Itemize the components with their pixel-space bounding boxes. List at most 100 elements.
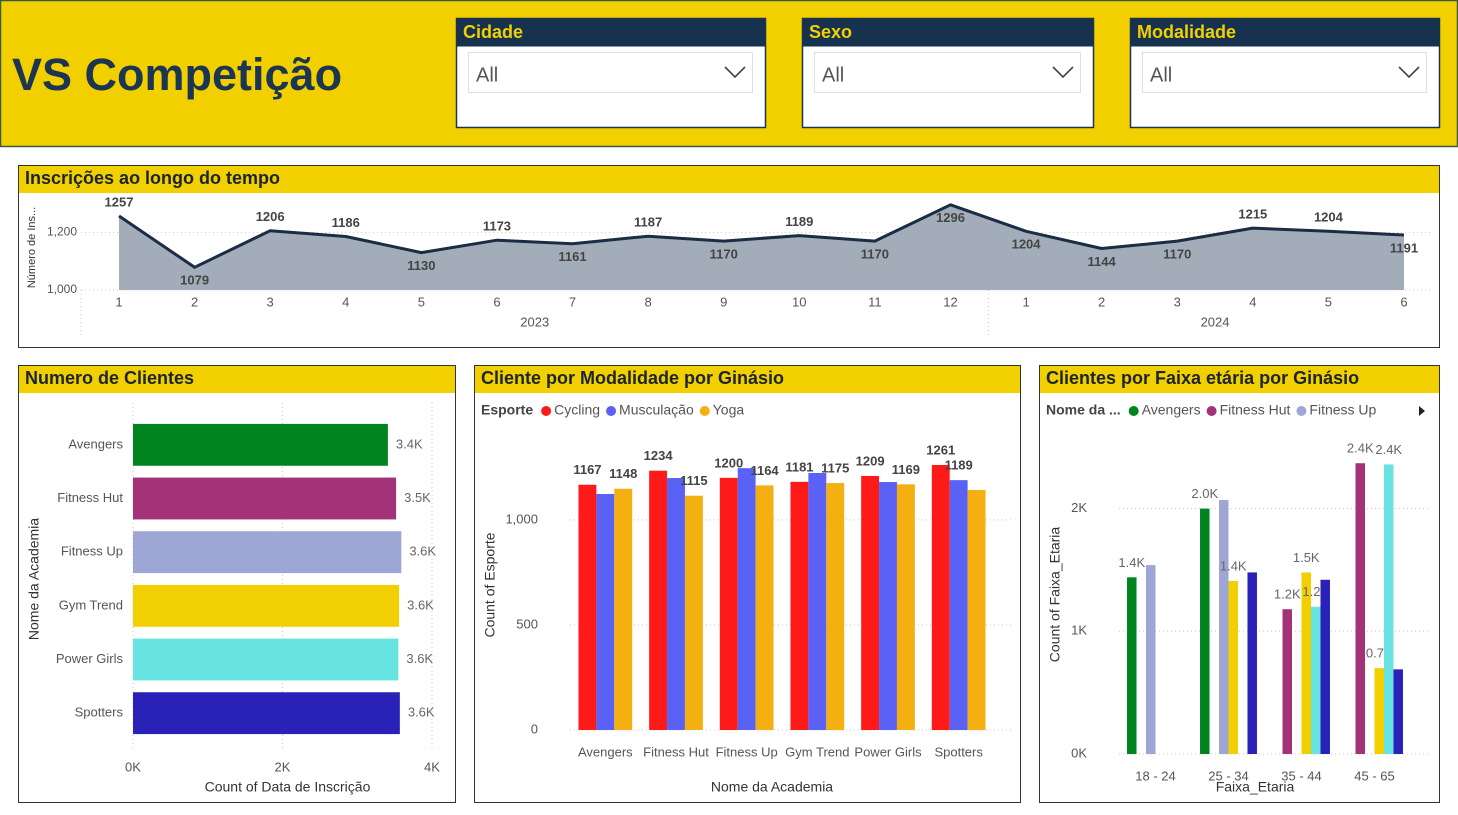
- x-tick-label: Gym Trend: [785, 744, 849, 759]
- bar[interactable]: [1200, 508, 1210, 754]
- panel-frame: [1039, 365, 1440, 803]
- x-tick-label: 12: [943, 294, 957, 309]
- legend-swatch: [1296, 406, 1307, 416]
- bar[interactable]: [719, 477, 738, 730]
- bar[interactable]: [596, 494, 615, 730]
- data-label: 1175: [821, 461, 849, 476]
- x-tick-label: Avengers: [578, 744, 633, 759]
- x-tick-label: 4K: [424, 759, 440, 774]
- chart-panel: Inscrições ao longo do tempo 1,000 1,200 Nú…: [18, 165, 1440, 348]
- bar[interactable]: [1355, 463, 1366, 754]
- bar[interactable]: [133, 584, 400, 627]
- bar[interactable]: [133, 531, 402, 574]
- bar[interactable]: [1127, 577, 1137, 754]
- bar[interactable]: [949, 480, 968, 730]
- bar[interactable]: [133, 477, 397, 520]
- legend-item[interactable]: Fitness Up: [1296, 402, 1377, 418]
- bar[interactable]: [1146, 565, 1156, 754]
- legend-label: Cycling: [554, 402, 600, 418]
- bar[interactable]: [614, 488, 633, 730]
- legend-item[interactable]: Yoga: [699, 402, 745, 418]
- dropdown-value: All: [1150, 64, 1172, 86]
- bar[interactable]: [1282, 609, 1293, 754]
- data-label: 1.5K: [1293, 550, 1320, 565]
- data-label: 1148: [609, 466, 637, 481]
- bar[interactable]: [790, 481, 809, 730]
- y-tick-label: 0K: [1071, 745, 1087, 760]
- bar[interactable]: [133, 692, 400, 735]
- bar[interactable]: [1374, 668, 1384, 754]
- bar[interactable]: [1320, 579, 1330, 754]
- chart-title: Clientes por Faixa etária por Ginásio: [1046, 368, 1359, 388]
- data-label: 1.4K: [1118, 555, 1145, 570]
- dropdown-chevron: [1398, 66, 1420, 79]
- bar[interactable]: [133, 638, 399, 681]
- bar[interactable]: [1310, 606, 1321, 754]
- data-label: 1200: [714, 455, 743, 470]
- filter-slicer[interactable]: Cidade All: [455, 17, 767, 129]
- x-tick-label: 0K: [125, 759, 141, 774]
- data-label: 1257: [105, 194, 134, 209]
- dropdown-box: [468, 52, 753, 93]
- x-tick-label: 11: [868, 294, 882, 309]
- bar[interactable]: [931, 465, 950, 730]
- bar[interactable]: [684, 495, 703, 730]
- legend-item[interactable]: Cycling: [541, 402, 600, 418]
- data-label: 1169: [892, 462, 920, 477]
- panel-title-bar: [475, 366, 1020, 393]
- data-label: 1161: [558, 249, 586, 264]
- legend-label: Fitness Up: [1309, 402, 1376, 418]
- data-label: 1215: [1238, 207, 1267, 222]
- filter-slicer[interactable]: Sexo All: [801, 17, 1095, 129]
- bar[interactable]: [808, 472, 827, 730]
- bar[interactable]: [879, 482, 897, 730]
- bar[interactable]: [1219, 500, 1229, 754]
- data-label: 1115: [680, 473, 708, 488]
- data-label: 1181: [785, 459, 813, 474]
- data-label: 3.6K: [408, 705, 435, 720]
- panel-title-bar: [19, 366, 455, 393]
- slicer-label: Cidade: [463, 22, 523, 42]
- x-tick-label: 35 - 44: [1281, 768, 1321, 783]
- bar[interactable]: [133, 423, 388, 466]
- bar[interactable]: [755, 485, 774, 730]
- x-tick-label: 10: [792, 294, 806, 309]
- bar[interactable]: [578, 484, 597, 730]
- x-tick-label: 5: [1325, 294, 1332, 309]
- area-fill: [119, 204, 1404, 290]
- legend: Esporte Cycling Musculação Yoga: [481, 402, 744, 418]
- chart-title: Numero de Clientes: [25, 368, 194, 388]
- bar[interactable]: [861, 475, 880, 730]
- bar[interactable]: [1228, 581, 1238, 754]
- bar[interactable]: [1393, 669, 1403, 754]
- filter-slicer[interactable]: Modalidade All: [1129, 17, 1441, 129]
- bar[interactable]: [1247, 572, 1257, 754]
- legend-title: Esporte: [481, 402, 533, 418]
- dropdown-chevron: [724, 66, 746, 79]
- legend-item[interactable]: Fitness Hut: [1206, 402, 1291, 418]
- x-tick-label: Fitness Up: [716, 744, 778, 759]
- bar[interactable]: [826, 483, 845, 730]
- bar[interactable]: [1383, 464, 1394, 754]
- data-label: 1.4K: [1220, 558, 1247, 573]
- slicer-dropdown[interactable]: All: [468, 52, 753, 93]
- data-label: 1186: [332, 215, 360, 230]
- bar[interactable]: [667, 478, 685, 730]
- y-tick-label: Gym Trend: [59, 597, 123, 612]
- legend-item[interactable]: Musculação: [606, 402, 694, 418]
- line-series: [118, 203, 1405, 269]
- bar[interactable]: [896, 484, 915, 730]
- data-label: 1130: [407, 258, 435, 273]
- bar[interactable]: [649, 470, 668, 730]
- legend-label: Avengers: [1142, 402, 1201, 418]
- bar[interactable]: [1301, 572, 1311, 754]
- bar[interactable]: [737, 468, 756, 730]
- slicer-dropdown[interactable]: All: [1142, 52, 1427, 93]
- legend-more-arrow[interactable]: [1419, 406, 1425, 416]
- bar[interactable]: [967, 490, 986, 730]
- legend-item[interactable]: Avengers: [1128, 402, 1201, 418]
- x-tick-label: 45 - 65: [1354, 768, 1394, 783]
- data-label: 1234: [644, 448, 674, 463]
- chart-panel: Clientes por Faixa etária por Ginásio Nom…: [1039, 365, 1440, 803]
- slicer-dropdown[interactable]: All: [814, 52, 1081, 93]
